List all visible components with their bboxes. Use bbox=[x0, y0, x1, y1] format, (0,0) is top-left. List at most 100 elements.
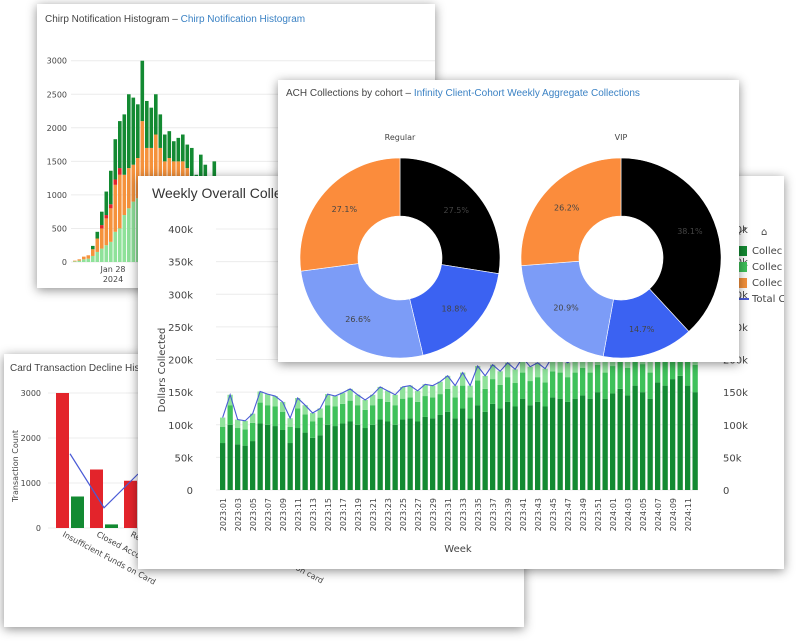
weekly-bar bbox=[250, 413, 256, 423]
weekly-bar bbox=[302, 414, 308, 433]
chirp-y-tick: 1500 bbox=[47, 157, 67, 166]
chirp-bar bbox=[100, 248, 104, 262]
weekly-x-tick: 2023:49 bbox=[579, 498, 588, 531]
chirp-bar bbox=[118, 121, 122, 169]
chirp-bar bbox=[167, 158, 172, 192]
weekly-bar bbox=[355, 405, 361, 425]
weekly-bar bbox=[490, 379, 496, 404]
weekly-bar bbox=[527, 405, 533, 490]
weekly-bar bbox=[325, 424, 331, 490]
weekly-y2-tick: 0 bbox=[723, 486, 729, 497]
ach-dashboard-link[interactable]: Infinity Client-Cohort Weekly Aggregate … bbox=[413, 88, 640, 99]
chirp-bar bbox=[172, 141, 176, 162]
weekly-bar bbox=[587, 398, 593, 490]
weekly-bar bbox=[452, 418, 458, 490]
ach-pie-slice bbox=[300, 263, 424, 359]
chirp-bar bbox=[131, 201, 136, 262]
weekly-bar bbox=[437, 414, 443, 490]
weekly-x-tick: 2023:51 bbox=[594, 498, 603, 531]
chirp-bar bbox=[86, 255, 91, 259]
chirp-bar bbox=[131, 164, 136, 202]
weekly-bar bbox=[617, 360, 623, 389]
weekly-bar bbox=[452, 397, 458, 419]
chirp-dashboard-link[interactable]: Chirp Notification Histogram bbox=[180, 14, 306, 25]
weekly-bar bbox=[332, 396, 338, 407]
weekly-bar bbox=[535, 401, 541, 490]
weekly-legend-swatch bbox=[737, 278, 747, 288]
weekly-x-tick: 2023:11 bbox=[294, 498, 303, 531]
weekly-bar bbox=[550, 371, 556, 398]
weekly-bar bbox=[280, 401, 286, 412]
chirp-bar bbox=[118, 168, 122, 175]
weekly-bar bbox=[242, 445, 248, 490]
weekly-bar bbox=[467, 418, 473, 490]
weekly-x-tick: 2023:33 bbox=[459, 498, 468, 531]
weekly-bar bbox=[640, 392, 646, 490]
decline-bar-green bbox=[71, 496, 84, 528]
weekly-y2-tick: 100k bbox=[723, 421, 748, 432]
weekly-y-tick: 200k bbox=[168, 356, 193, 367]
weekly-bar bbox=[272, 396, 278, 407]
weekly-bar bbox=[685, 385, 691, 490]
weekly-y2-tick: 50k bbox=[723, 453, 742, 464]
decline-bar-green bbox=[105, 524, 118, 528]
weekly-y-tick: 150k bbox=[168, 388, 193, 399]
weekly-x-tick: 2023:23 bbox=[384, 498, 393, 531]
weekly-bar bbox=[310, 437, 316, 490]
weekly-bar bbox=[317, 435, 323, 490]
weekly-bar bbox=[625, 395, 631, 490]
ach-cohort-card: ACH Collections by cohort – Infinity Cli… bbox=[278, 80, 739, 362]
chirp-y-tick: 1000 bbox=[47, 191, 67, 200]
weekly-x-tick: 2023:37 bbox=[489, 498, 498, 531]
chirp-bar bbox=[77, 259, 82, 261]
weekly-bar bbox=[625, 368, 631, 396]
weekly-bar bbox=[362, 399, 368, 410]
weekly-bar bbox=[572, 398, 578, 490]
chirp-bar bbox=[127, 168, 131, 209]
weekly-bar bbox=[647, 357, 653, 373]
weekly-bar bbox=[550, 397, 556, 490]
chirp-bar bbox=[82, 259, 86, 262]
weekly-bar bbox=[685, 356, 691, 386]
weekly-x-tick: 2024:03 bbox=[624, 498, 633, 531]
weekly-bar bbox=[370, 424, 376, 490]
weekly-bar bbox=[655, 353, 661, 383]
chirp-bar bbox=[127, 208, 131, 262]
ach-pie-slice bbox=[409, 264, 500, 356]
weekly-y-tick: 350k bbox=[168, 258, 193, 269]
weekly-bar bbox=[220, 417, 226, 427]
ach-pie-label: 18.8% bbox=[442, 304, 468, 313]
weekly-bar bbox=[655, 382, 661, 490]
weekly-bar bbox=[647, 398, 653, 490]
weekly-bar bbox=[400, 398, 406, 420]
weekly-bar bbox=[400, 386, 406, 399]
chirp-bar bbox=[77, 260, 82, 262]
weekly-bar bbox=[302, 432, 308, 490]
weekly-x-tick: 2024:05 bbox=[639, 498, 648, 531]
weekly-bar bbox=[362, 428, 368, 490]
chirp-bar bbox=[109, 204, 113, 209]
weekly-bar bbox=[422, 416, 428, 490]
weekly-x-tick: 2023:31 bbox=[444, 498, 453, 531]
weekly-bar bbox=[362, 409, 368, 429]
chirp-bar bbox=[91, 255, 95, 262]
weekly-bar bbox=[505, 401, 511, 490]
weekly-bar bbox=[272, 426, 278, 490]
weekly-bar bbox=[227, 405, 233, 425]
chirp-bar bbox=[149, 147, 154, 195]
weekly-bar bbox=[497, 371, 503, 385]
weekly-bar bbox=[640, 364, 646, 393]
weekly-bar bbox=[407, 385, 413, 398]
weekly-bar bbox=[242, 420, 248, 430]
weekly-bar bbox=[332, 426, 338, 490]
weekly-bar bbox=[325, 405, 331, 425]
weekly-bar bbox=[482, 411, 488, 490]
chirp-bar bbox=[113, 179, 118, 185]
weekly-bar bbox=[407, 397, 413, 419]
weekly-x-tick: 2023:01 bbox=[219, 498, 228, 531]
chirp-bar bbox=[109, 208, 113, 242]
weekly-bar bbox=[295, 408, 301, 429]
weekly-bar bbox=[415, 421, 421, 490]
weekly-bar bbox=[542, 406, 548, 490]
ach-pie-charts: Regular 27.5% 18.8% 26.6% 27.1% VIP 38.1% 14.7%… bbox=[299, 133, 722, 359]
